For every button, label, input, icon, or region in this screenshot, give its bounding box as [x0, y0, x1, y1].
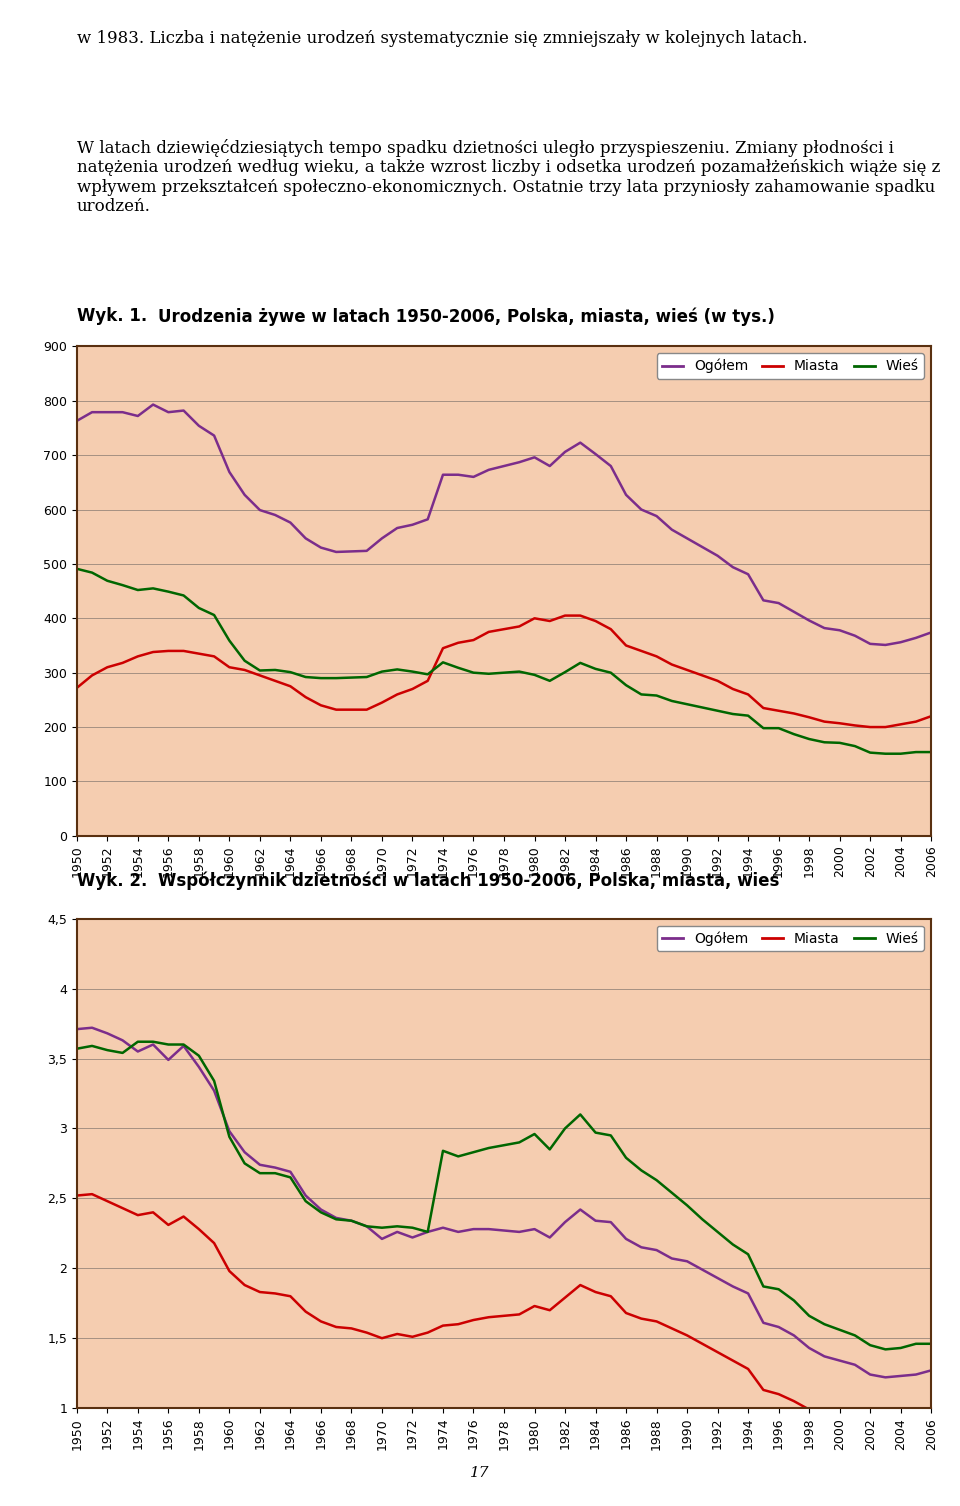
Legend: Ogółem, Miasta, Wieś: Ogółem, Miasta, Wieś — [657, 354, 924, 380]
Legend: Ogółem, Miasta, Wieś: Ogółem, Miasta, Wieś — [657, 926, 924, 952]
Text: w 1983. Liczba i natężenie urodzeń systematycznie się zmniejszały w kolejnych la: w 1983. Liczba i natężenie urodzeń syste… — [77, 30, 807, 47]
Text: Wyk. 2.: Wyk. 2. — [77, 872, 147, 890]
Text: W latach dziewięćdziesiątych tempo spadku dzietności uległo przyspieszeniu. Zmia: W latach dziewięćdziesiątych tempo spadk… — [77, 139, 940, 215]
Text: Urodzenia żywe w latach 1950-2006, Polska, miasta, wieś (w tys.): Urodzenia żywe w latach 1950-2006, Polsk… — [158, 307, 775, 325]
Text: Wyk. 1.: Wyk. 1. — [77, 307, 147, 325]
Text: Współczynnik dzietności w latach 1950-2006, Polska, miasta, wieś: Współczynnik dzietności w latach 1950-20… — [158, 872, 780, 890]
Text: 17: 17 — [470, 1465, 490, 1480]
